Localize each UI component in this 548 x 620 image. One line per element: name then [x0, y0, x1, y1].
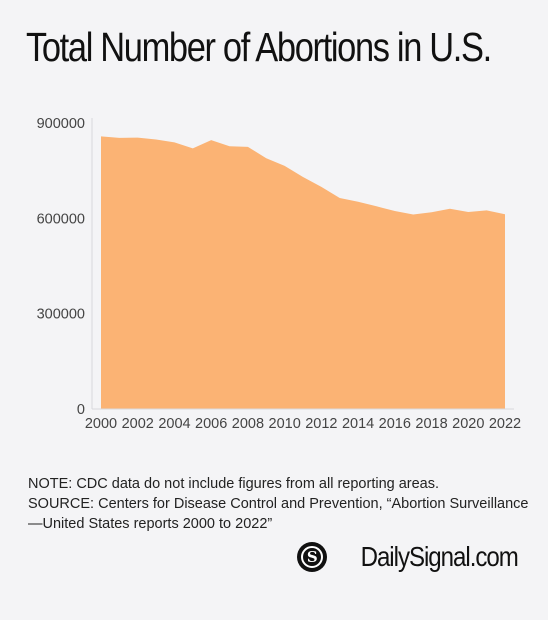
x-tick-label: 2004 [158, 416, 190, 430]
x-tick-label: 2006 [195, 416, 227, 430]
x-tick-label: 2022 [489, 416, 521, 430]
x-tick-label: 2018 [415, 416, 447, 430]
y-tick-label: 0 [77, 402, 85, 418]
x-tick-label: 2002 [122, 416, 154, 430]
x-tick-label: 2020 [452, 416, 484, 430]
x-tick-label: 2010 [269, 416, 301, 430]
chart-title: Total Number of Abortions in U.S. [26, 24, 492, 70]
source-text-line-1: SOURCE: Centers for Disease Control and … [28, 496, 529, 512]
chart-notes: NOTE: CDC data do not include figures fr… [28, 474, 528, 534]
area-series [101, 136, 505, 409]
source-text-line-2: —United States reports 2000 to 2022” [28, 516, 273, 532]
brand-name: DailySignal.com [360, 541, 519, 572]
x-tick-label: 2008 [232, 416, 264, 430]
daily-signal-logo-icon: S [297, 542, 328, 572]
area-chart: 0 300000 600000 900000 2000 2002 2004 2006 2008 2… [37, 116, 522, 430]
y-tick-label: 300000 [37, 307, 85, 323]
y-tick-label: 600000 [37, 211, 85, 227]
x-tick-label: 2016 [379, 416, 411, 430]
x-tick-label: 2014 [342, 416, 374, 430]
y-tick-label: 900000 [37, 116, 85, 132]
x-tick-label: 2012 [305, 416, 337, 430]
x-tick-label: 2000 [85, 416, 117, 430]
note-text: NOTE: CDC data do not include figures fr… [28, 476, 440, 492]
brand-footer: S DailySignal.com [297, 541, 519, 573]
